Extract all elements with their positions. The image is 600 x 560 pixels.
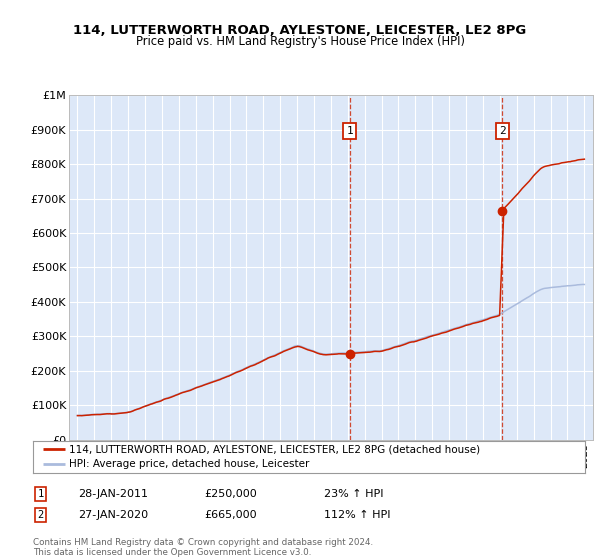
- Text: 1: 1: [38, 489, 44, 499]
- Text: 1: 1: [347, 127, 353, 137]
- Text: 2: 2: [38, 510, 44, 520]
- Text: 114, LUTTERWORTH ROAD, AYLESTONE, LEICESTER, LE2 8PG: 114, LUTTERWORTH ROAD, AYLESTONE, LEICES…: [73, 24, 527, 36]
- Text: 23% ↑ HPI: 23% ↑ HPI: [324, 489, 383, 499]
- Text: 114, LUTTERWORTH ROAD, AYLESTONE, LEICESTER, LE2 8PG (detached house): 114, LUTTERWORTH ROAD, AYLESTONE, LEICES…: [69, 445, 480, 455]
- Text: 112% ↑ HPI: 112% ↑ HPI: [324, 510, 391, 520]
- Text: 28-JAN-2011: 28-JAN-2011: [78, 489, 148, 499]
- Text: £665,000: £665,000: [204, 510, 257, 520]
- Text: £250,000: £250,000: [204, 489, 257, 499]
- Text: Price paid vs. HM Land Registry's House Price Index (HPI): Price paid vs. HM Land Registry's House …: [136, 35, 464, 48]
- Text: Contains HM Land Registry data © Crown copyright and database right 2024.
This d: Contains HM Land Registry data © Crown c…: [33, 538, 373, 557]
- Text: 2: 2: [499, 127, 506, 137]
- Text: 27-JAN-2020: 27-JAN-2020: [78, 510, 148, 520]
- Text: HPI: Average price, detached house, Leicester: HPI: Average price, detached house, Leic…: [69, 459, 309, 469]
